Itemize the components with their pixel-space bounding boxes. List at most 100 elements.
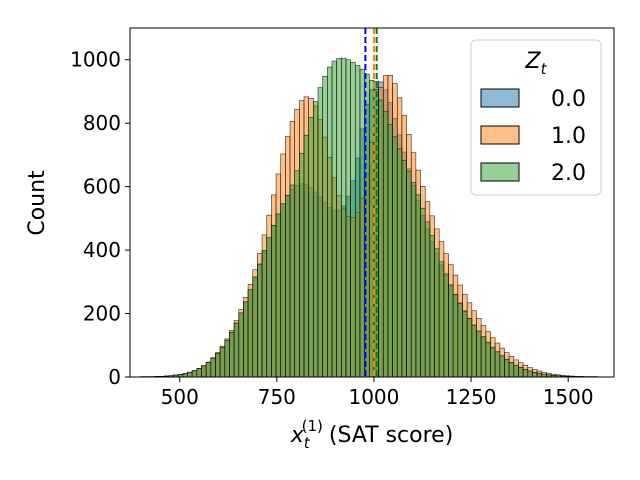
x-tick-label: 500	[161, 385, 199, 409]
y-tick-label: 0	[108, 365, 121, 389]
histogram-bar	[527, 370, 533, 378]
histogram-bar	[457, 303, 463, 378]
histogram-bar	[271, 225, 277, 378]
histogram-bar	[452, 294, 459, 378]
histogram-bar	[378, 99, 384, 378]
y-axis-label: Count	[25, 170, 50, 236]
histogram-bar	[238, 312, 244, 378]
histogram-bar	[359, 68, 365, 378]
histogram-bar	[327, 66, 333, 378]
y-axis: 0 200 400 600 800 1000	[70, 48, 130, 389]
histogram-bar	[434, 248, 440, 378]
histogram-bar	[518, 367, 524, 378]
histogram-bar	[182, 373, 188, 378]
histogram-bar	[420, 207, 426, 378]
histogram-bar	[280, 203, 286, 378]
histogram-bar	[471, 324, 477, 378]
histogram-bar	[247, 289, 254, 378]
histogram-bar	[345, 59, 351, 378]
histogram-bar	[336, 58, 342, 378]
histogram-bar	[350, 61, 356, 378]
histogram-bar	[308, 117, 314, 378]
histogram-bar	[191, 370, 198, 378]
legend-label: 1.0	[551, 124, 586, 149]
histogram-bar	[438, 261, 445, 378]
histogram-bar	[210, 357, 216, 378]
histogram-bar	[536, 372, 543, 378]
histogram-bar	[219, 347, 226, 378]
histogram-bar	[485, 341, 491, 378]
y-tick-label: 600	[83, 175, 121, 199]
histogram-bar	[448, 284, 454, 378]
histogram-bar	[205, 362, 212, 378]
histogram-bar	[480, 336, 487, 378]
legend-label: 0.0	[551, 87, 586, 112]
histogram-bar	[513, 364, 519, 378]
histogram-bar	[224, 339, 230, 378]
histogram-bar	[196, 368, 202, 378]
histogram-bar	[410, 182, 417, 378]
y-tick-label: 200	[83, 302, 121, 326]
histogram-bar	[187, 371, 193, 378]
histogram-bar	[313, 101, 319, 378]
histogram-bar	[504, 358, 510, 378]
histogram-bar	[476, 330, 482, 378]
histogram-bar	[462, 311, 468, 378]
plot-frame	[129, 27, 615, 378]
histogram-bar	[401, 160, 407, 378]
y-tick-label: 400	[83, 238, 121, 262]
histogram-bar	[415, 194, 421, 378]
histogram-bar	[382, 111, 389, 378]
histogram-bar	[201, 365, 207, 378]
histogram-bar	[341, 57, 347, 378]
legend-swatch	[480, 125, 520, 145]
histogram-bar	[387, 124, 393, 378]
histogram-bar	[261, 250, 268, 378]
histogram-bar	[285, 194, 291, 378]
legend: Zt 0.0 1.0 2.0	[470, 39, 602, 196]
histogram-bar	[424, 221, 431, 378]
legend-entries: 0.0 1.0 2.0	[480, 87, 586, 186]
y-tick-label: 1000	[70, 48, 121, 72]
histogram-bar	[266, 237, 272, 378]
histogram-bar	[303, 134, 309, 378]
y-tick-label: 800	[83, 111, 121, 135]
histogram-bar	[490, 346, 496, 378]
histogram-bar	[499, 355, 505, 378]
legend-label: 2.0	[551, 161, 586, 186]
x-tick-label: 1000	[348, 385, 399, 409]
histogram-bar	[532, 371, 538, 378]
mean-lines	[364, 28, 378, 377]
histogram-bar	[294, 170, 300, 378]
histogram-bar	[299, 153, 305, 378]
histogram-bar	[354, 65, 361, 378]
histogram-bar	[252, 276, 258, 378]
histogram-bar	[331, 60, 337, 378]
legend-title: Zt	[525, 49, 548, 78]
histogram-bar	[429, 235, 435, 378]
histogram-bar	[392, 136, 398, 378]
x-tick-label: 750	[258, 385, 296, 409]
legend-swatch	[480, 88, 520, 108]
histogram-bar	[494, 351, 501, 378]
histogram-bar	[289, 184, 295, 378]
histogram-bar	[257, 263, 263, 378]
histogram-bar	[215, 352, 221, 378]
histogram-bar	[229, 331, 235, 378]
x-tick-label: 1250	[446, 385, 497, 409]
histogram-bar	[466, 318, 473, 378]
histogram-bar	[443, 273, 449, 378]
legend-frame	[470, 39, 602, 196]
histogram-bar	[243, 301, 249, 378]
histogram-bar	[396, 148, 403, 378]
x-axis-label: xt(1) (SAT score)	[290, 417, 454, 452]
x-tick-label: 1500	[543, 385, 594, 409]
legend-swatch	[480, 162, 520, 182]
histogram-bar	[406, 170, 412, 378]
histogram-bar	[522, 369, 529, 378]
histogram-bar	[317, 87, 323, 378]
histogram-bar	[233, 322, 240, 378]
x-axis: 500 750 1000 1250 1500	[161, 377, 594, 409]
histogram-bar	[508, 362, 515, 378]
